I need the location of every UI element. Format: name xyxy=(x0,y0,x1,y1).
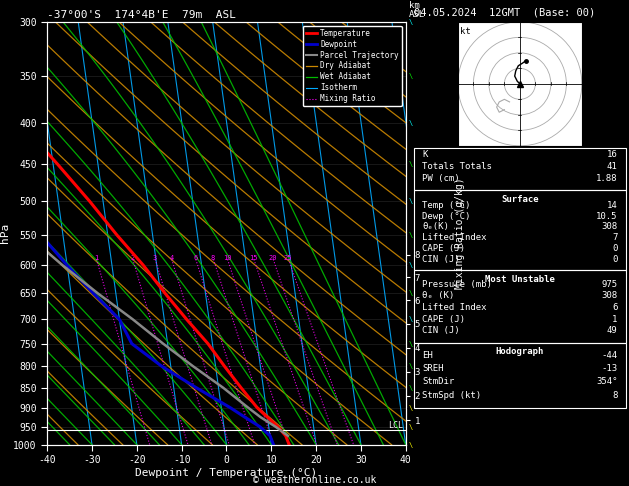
X-axis label: Dewpoint / Temperature (°C): Dewpoint / Temperature (°C) xyxy=(135,468,318,478)
Text: \: \ xyxy=(409,364,413,369)
Text: 1: 1 xyxy=(612,315,618,324)
Text: 7: 7 xyxy=(612,233,618,242)
Text: EH: EH xyxy=(422,351,433,360)
Text: Surface: Surface xyxy=(501,195,538,204)
Text: © weatheronline.co.uk: © weatheronline.co.uk xyxy=(253,475,376,485)
Text: \: \ xyxy=(409,405,413,411)
Text: \: \ xyxy=(409,384,413,391)
Text: CAPE (J): CAPE (J) xyxy=(422,315,465,324)
Text: \: \ xyxy=(409,424,413,430)
Text: 0: 0 xyxy=(612,255,618,263)
Y-axis label: hPa: hPa xyxy=(1,223,11,243)
Text: 1: 1 xyxy=(94,255,98,261)
Text: \: \ xyxy=(409,161,413,167)
Text: CAPE (J): CAPE (J) xyxy=(422,244,465,253)
Text: 6: 6 xyxy=(193,255,198,261)
Text: Temp (°C): Temp (°C) xyxy=(422,201,470,210)
Text: 308: 308 xyxy=(601,223,618,231)
Text: \: \ xyxy=(409,442,413,448)
Text: StmDir: StmDir xyxy=(422,378,455,386)
Text: StmSpd (kt): StmSpd (kt) xyxy=(422,391,481,399)
Text: 354°: 354° xyxy=(596,378,618,386)
Text: 10: 10 xyxy=(223,255,231,261)
Text: LCL: LCL xyxy=(389,421,403,431)
Text: Lifted Index: Lifted Index xyxy=(422,303,487,312)
Text: Dewp (°C): Dewp (°C) xyxy=(422,212,470,221)
Text: Most Unstable: Most Unstable xyxy=(485,275,555,284)
Text: CIN (J): CIN (J) xyxy=(422,327,460,335)
Text: \: \ xyxy=(409,232,413,238)
Text: 16: 16 xyxy=(606,150,618,159)
Text: θₑ (K): θₑ (K) xyxy=(422,292,455,300)
Text: 15: 15 xyxy=(249,255,258,261)
Text: θₑ(K): θₑ(K) xyxy=(422,223,449,231)
Text: 4: 4 xyxy=(169,255,174,261)
Text: -44: -44 xyxy=(601,351,618,360)
Text: 1.88: 1.88 xyxy=(596,174,618,183)
Text: -13: -13 xyxy=(601,364,618,373)
Text: 49: 49 xyxy=(606,327,618,335)
Text: km
ASL: km ASL xyxy=(409,1,425,19)
Text: 3: 3 xyxy=(153,255,157,261)
Text: 04.05.2024  12GMT  (Base: 00): 04.05.2024 12GMT (Base: 00) xyxy=(414,7,595,17)
Text: 10.5: 10.5 xyxy=(596,212,618,221)
Text: 20: 20 xyxy=(269,255,277,261)
Text: Totals Totals: Totals Totals xyxy=(422,162,493,171)
Text: \: \ xyxy=(409,19,413,25)
Text: PW (cm): PW (cm) xyxy=(422,174,460,183)
Text: \: \ xyxy=(409,316,413,322)
Legend: Temperature, Dewpoint, Parcel Trajectory, Dry Adiabat, Wet Adiabat, Isotherm, Mi: Temperature, Dewpoint, Parcel Trajectory… xyxy=(303,26,402,106)
Text: 8: 8 xyxy=(211,255,215,261)
Text: 0: 0 xyxy=(612,244,618,253)
Text: K: K xyxy=(422,150,428,159)
Y-axis label: Mixing Ratio (g/kg): Mixing Ratio (g/kg) xyxy=(455,177,465,289)
Text: \: \ xyxy=(409,198,413,204)
Text: 8: 8 xyxy=(612,391,618,399)
Text: \: \ xyxy=(409,291,413,296)
Text: Pressure (mb): Pressure (mb) xyxy=(422,280,493,289)
Text: SREH: SREH xyxy=(422,364,444,373)
Text: \: \ xyxy=(409,341,413,347)
Text: 2: 2 xyxy=(130,255,135,261)
Text: \: \ xyxy=(409,262,413,268)
Text: kt: kt xyxy=(460,27,471,36)
Text: 14: 14 xyxy=(606,201,618,210)
Text: -37°00'S  174°4B'E  79m  ASL: -37°00'S 174°4B'E 79m ASL xyxy=(47,10,236,20)
Text: 975: 975 xyxy=(601,280,618,289)
Text: 6: 6 xyxy=(612,303,618,312)
Text: Hodograph: Hodograph xyxy=(496,347,544,356)
Text: \: \ xyxy=(409,120,413,126)
Text: 308: 308 xyxy=(601,292,618,300)
Text: 25: 25 xyxy=(284,255,292,261)
Text: 41: 41 xyxy=(606,162,618,171)
Text: Lifted Index: Lifted Index xyxy=(422,233,487,242)
Text: \: \ xyxy=(409,73,413,79)
Text: CIN (J): CIN (J) xyxy=(422,255,460,263)
